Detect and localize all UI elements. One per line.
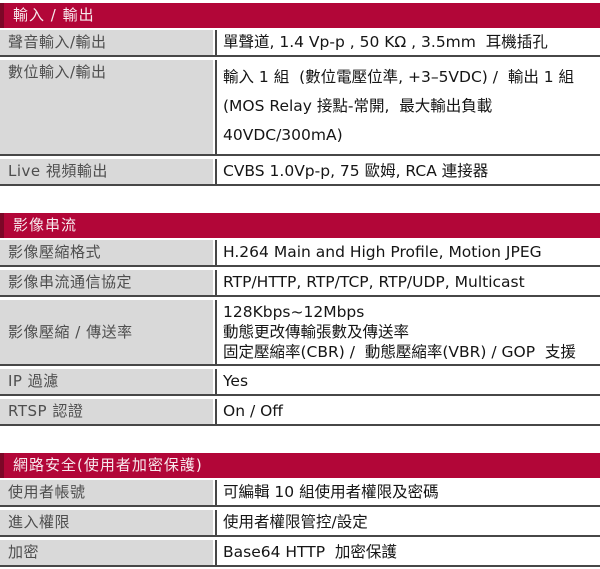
value-line: H.264 Main and High Profile, Motion JPEG <box>223 243 542 261</box>
spec-row: 加密 Base64 HTTP 加密保護 <box>0 540 600 567</box>
spec-row: 影像壓縮格式 H.264 Main and High Profile, Motio… <box>0 240 600 267</box>
value-line: 動態更改傳輸張數及傳送率 <box>223 323 410 341</box>
spec-row: 使用者帳號 可編輯 10 組使用者權限及密碼 <box>0 480 600 507</box>
spec-label: IP 過濾 <box>0 369 213 394</box>
section-header: 輸入 / 輸出 <box>0 3 600 28</box>
spec-value: 使用者權限管控/設定 <box>215 510 600 535</box>
spec-row: 聲音輸入/輸出 單聲道, 1.4 Vp-p , 50 KΩ , 3.5mm 耳機插… <box>0 30 600 57</box>
value-line: RTP/HTTP, RTP/TCP, RTP/UDP, Multicast <box>223 273 525 291</box>
spec-label: 影像壓縮格式 <box>0 240 213 265</box>
spec-section: 網路安全(使用者加密保護) 使用者帳號 可編輯 10 組使用者權限及密碼 進入權限 使用… <box>0 453 600 567</box>
value-line: 40VDC/300mA) <box>223 126 343 144</box>
spec-label: 影像串流通信協定 <box>0 270 213 295</box>
spec-label: 加密 <box>0 540 213 565</box>
value-line: 固定壓縮率(CBR) / 動態壓縮率(VBR) / GOP 支援 <box>223 343 576 361</box>
spec-row: Live 視頻輸出 CVBS 1.0Vp-p, 75 歐姆, RCA 連接器 <box>0 159 600 186</box>
value-line: 使用者權限管控/設定 <box>223 513 368 531</box>
section-header: 影像串流 <box>0 213 600 238</box>
spec-value: 單聲道, 1.4 Vp-p , 50 KΩ , 3.5mm 耳機插孔 <box>215 30 600 55</box>
spec-label: 聲音輸入/輸出 <box>0 30 213 55</box>
spec-value: Yes <box>215 369 600 394</box>
value-line: 128Kbps~12Mbps <box>223 303 365 321</box>
value-line: (MOS Relay 接點-常開, 最大輸出負載 <box>223 97 493 115</box>
spec-value: H.264 Main and High Profile, Motion JPEG <box>215 240 600 265</box>
spec-label: Live 視頻輸出 <box>0 159 213 184</box>
spec-section: 輸入 / 輸出 聲音輸入/輸出 單聲道, 1.4 Vp-p , 50 KΩ , 3.… <box>0 3 600 186</box>
spec-label: 影像壓縮 / 傳送率 <box>0 300 213 364</box>
spec-row: RTSP 認證 On / Off <box>0 399 600 426</box>
value-line: 單聲道, 1.4 Vp-p , 50 KΩ , 3.5mm 耳機插孔 <box>223 33 548 51</box>
spec-section: 影像串流 影像壓縮格式 H.264 Main and High Profile, M… <box>0 213 600 426</box>
spec-row: 進入權限 使用者權限管控/設定 <box>0 510 600 537</box>
spec-value: On / Off <box>215 399 600 424</box>
spec-tables: 輸入 / 輸出 聲音輸入/輸出 單聲道, 1.4 Vp-p , 50 KΩ , 3.… <box>0 3 600 567</box>
value-line: CVBS 1.0Vp-p, 75 歐姆, RCA 連接器 <box>223 162 489 180</box>
spec-value: 輸入 1 組 (數位電壓位準, +3–5VDC) / 輸出 1 組 (MOS Re… <box>215 60 600 154</box>
spec-value: Base64 HTTP 加密保護 <box>215 540 600 565</box>
value-line: 可編輯 10 組使用者權限及密碼 <box>223 483 439 501</box>
spec-row: 影像壓縮 / 傳送率 128Kbps~12Mbps 動態更改傳輸張數及傳送率固定壓縮… <box>0 300 600 366</box>
section-header: 網路安全(使用者加密保護) <box>0 453 600 478</box>
spec-label: RTSP 認證 <box>0 399 213 424</box>
value-line: Yes <box>223 372 249 390</box>
spec-value: RTP/HTTP, RTP/TCP, RTP/UDP, Multicast <box>215 270 600 295</box>
value-line: On / Off <box>223 402 283 420</box>
spec-label: 使用者帳號 <box>0 480 213 505</box>
value-line: 輸入 1 組 (數位電壓位準, +3–5VDC) / 輸出 1 組 <box>223 68 575 86</box>
spec-row: IP 過濾 Yes <box>0 369 600 396</box>
spec-row: 影像串流通信協定 RTP/HTTP, RTP/TCP, RTP/UDP, Mult… <box>0 270 600 297</box>
spec-value: 128Kbps~12Mbps 動態更改傳輸張數及傳送率固定壓縮率(CBR) / 動… <box>215 300 600 364</box>
spec-row: 數位輸入/輸出 輸入 1 組 (數位電壓位準, +3–5VDC) / 輸出 1 組… <box>0 60 600 156</box>
value-line: Base64 HTTP 加密保護 <box>223 543 397 561</box>
spec-label: 數位輸入/輸出 <box>0 60 213 154</box>
spec-value: 可編輯 10 組使用者權限及密碼 <box>215 480 600 505</box>
spec-value: CVBS 1.0Vp-p, 75 歐姆, RCA 連接器 <box>215 159 600 184</box>
spec-label: 進入權限 <box>0 510 213 535</box>
